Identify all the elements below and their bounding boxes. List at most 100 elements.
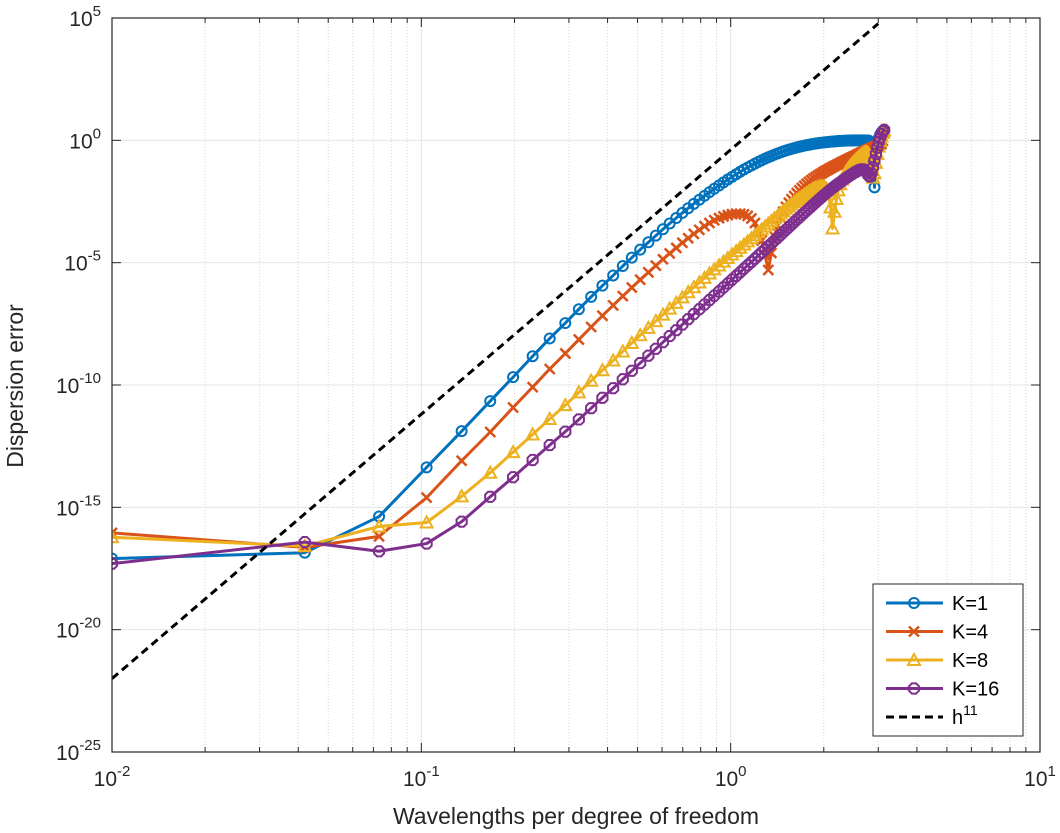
data-point-marker bbox=[596, 279, 609, 292]
data-point-marker bbox=[557, 397, 573, 412]
data-point-marker bbox=[543, 439, 556, 452]
data-point-marker bbox=[373, 530, 385, 543]
data-point-marker bbox=[418, 514, 435, 529]
data-point-marker bbox=[543, 332, 556, 345]
data-point-marker bbox=[703, 293, 716, 307]
data-point-marker bbox=[526, 453, 539, 467]
data-point-marker bbox=[585, 402, 598, 415]
data-point-marker bbox=[455, 425, 468, 438]
data-point-marker bbox=[724, 246, 740, 261]
data-point-marker bbox=[696, 269, 713, 284]
data-point-marker bbox=[771, 231, 784, 244]
data-point-marker bbox=[112, 557, 119, 570]
data-point-marker bbox=[777, 226, 790, 239]
data-point-marker bbox=[826, 203, 843, 218]
x-tick-label: 10-2 bbox=[94, 763, 131, 791]
y-tick-label: 10-10 bbox=[56, 370, 101, 398]
y-tick-label: 10-5 bbox=[64, 248, 101, 276]
data-point-marker bbox=[453, 488, 470, 503]
data-point-marker bbox=[543, 363, 556, 375]
data-point-marker bbox=[634, 243, 647, 256]
data-point-marker bbox=[625, 251, 638, 264]
data-point-marker bbox=[572, 413, 585, 426]
data-point-marker bbox=[507, 371, 520, 384]
data-point-marker bbox=[809, 196, 822, 209]
y-tick-label: 10-15 bbox=[56, 492, 101, 520]
legend-item: K=4 bbox=[886, 622, 988, 644]
data-point-marker bbox=[484, 395, 497, 408]
data-point-marker bbox=[768, 234, 781, 247]
data-point-marker bbox=[720, 249, 736, 265]
data-point-marker bbox=[762, 240, 775, 253]
data-point-marker bbox=[607, 269, 620, 282]
data-point-marker bbox=[828, 190, 845, 206]
y-tick-label: 10-20 bbox=[56, 615, 101, 643]
data-point-marker bbox=[663, 329, 676, 343]
data-point-marker bbox=[455, 515, 468, 528]
data-point-marker bbox=[607, 382, 620, 395]
data-point-marker bbox=[706, 261, 722, 276]
data-point-marker bbox=[698, 298, 711, 311]
data-point-marker bbox=[482, 464, 498, 479]
axes-box bbox=[111, 17, 1041, 753]
y-tick-label: 105 bbox=[69, 3, 101, 31]
data-point-marker bbox=[642, 236, 655, 249]
data-point-marker bbox=[507, 401, 519, 414]
data-point-marker bbox=[484, 490, 497, 503]
data-point-marker bbox=[559, 425, 572, 438]
data-point-marker bbox=[721, 277, 734, 290]
data-point-marker bbox=[632, 327, 648, 342]
data-point-marker bbox=[625, 364, 638, 377]
data-point-marker bbox=[526, 381, 539, 393]
data-point-marker bbox=[583, 372, 599, 387]
data-point-marker bbox=[420, 461, 433, 474]
legend-item: K=16 bbox=[886, 679, 999, 701]
data-point-marker bbox=[585, 321, 598, 333]
legend-label: K=8 bbox=[952, 650, 988, 672]
legend-label: K=1 bbox=[952, 593, 988, 615]
data-point-marker bbox=[571, 384, 587, 399]
data-point-marker bbox=[752, 249, 765, 262]
data-point-marker bbox=[755, 246, 768, 259]
data-point-marker bbox=[670, 324, 683, 337]
data-point-marker bbox=[624, 334, 640, 350]
data-point-marker bbox=[372, 545, 386, 558]
data-point-marker bbox=[505, 444, 521, 459]
data-point-marker bbox=[728, 243, 744, 258]
legend-item: K=1 bbox=[886, 593, 988, 615]
legend-label: h11 bbox=[952, 702, 978, 729]
data-point-marker bbox=[594, 362, 611, 377]
data-point-marker bbox=[607, 299, 620, 312]
data-point-marker bbox=[596, 309, 609, 322]
data-point-marker bbox=[112, 552, 118, 565]
data-point-marker bbox=[524, 426, 541, 441]
data-point-marker bbox=[585, 290, 598, 303]
data-point-marker bbox=[701, 265, 718, 280]
legend-marker bbox=[907, 682, 921, 695]
data-point-marker bbox=[715, 253, 732, 268]
data-point-marker bbox=[484, 426, 497, 438]
data-point-marker bbox=[717, 281, 730, 294]
legend-marker bbox=[906, 651, 922, 666]
plot-area: 10-2 10-1 100 101 10-25 10-20 10-15 10-10 10-5 10… bbox=[56, 3, 1056, 791]
legend-marker bbox=[908, 625, 920, 638]
y-tick-label: 100 bbox=[69, 125, 101, 153]
data-point-marker bbox=[455, 454, 468, 467]
data-point-marker bbox=[687, 308, 700, 321]
data-point-marker bbox=[420, 537, 433, 550]
data-point-marker bbox=[865, 167, 878, 180]
data-point-marker bbox=[711, 257, 727, 272]
x-tick-label: 100 bbox=[715, 763, 747, 791]
data-point-marker bbox=[765, 237, 778, 250]
data-point-marker bbox=[762, 264, 775, 276]
data-point-marker bbox=[774, 228, 787, 242]
data-point-marker bbox=[807, 198, 820, 211]
data-point-marker bbox=[875, 128, 888, 141]
data-point-marker bbox=[871, 141, 884, 154]
data-point-marker bbox=[649, 229, 662, 242]
data-point-marker bbox=[864, 170, 877, 183]
data-point-marker bbox=[572, 303, 585, 316]
data-point-marker bbox=[572, 333, 585, 346]
